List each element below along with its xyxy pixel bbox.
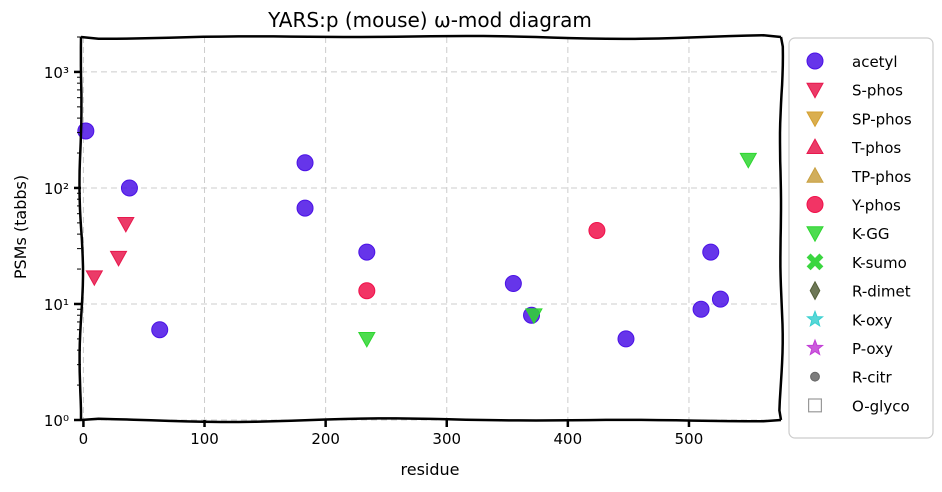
data-point-acetyl [358, 243, 376, 261]
x-tick-label: 100 [190, 430, 219, 448]
data-point-acetyl [151, 321, 169, 339]
grid-lines [81, 37, 781, 421]
chart-title: YARS:p (mouse) ω-mod diagram [267, 8, 592, 32]
legend-label: acetyl [852, 53, 898, 71]
data-point-acetyl [692, 300, 710, 318]
legend-marker-k-oxy [806, 309, 824, 327]
data-point-k-gg [525, 308, 543, 325]
legend-label: P-oxy [852, 340, 893, 358]
data-point-s-phos [116, 216, 135, 233]
legend: acetyl S-phos SP-phos T-phos TP-phos Y-phos K-… [788, 37, 934, 439]
data-point-k-gg [357, 332, 376, 348]
legend-marker-acetyl [806, 52, 824, 70]
legend-marker-s-phos [806, 82, 824, 99]
data-point-y-phos [588, 221, 606, 239]
legend-marker-k-sumo [806, 253, 824, 271]
data-point-acetyl [711, 290, 729, 308]
x-tick-label: 0 [79, 430, 89, 448]
legend-marker-sp-phos [806, 111, 824, 128]
legend-label: TP-phos [851, 168, 911, 186]
y-tick-label: 10⁰ [44, 412, 69, 430]
frame-top [80, 34, 782, 41]
legend-label: SP-phos [852, 110, 912, 128]
data-point-s-phos [85, 270, 104, 287]
x-tick-label: 200 [311, 430, 340, 448]
data-point-acetyl [702, 243, 720, 261]
legend-marker-k-gg [806, 226, 824, 243]
legend-label: Y-phos [851, 197, 901, 215]
y-tick-label: 10¹ [44, 296, 69, 314]
data-point-k-gg [739, 152, 758, 169]
legend-label: R-dimet [852, 283, 911, 301]
legend-marker-t-phos [806, 138, 824, 154]
legend-marker-r-citr [810, 371, 820, 382]
y-axis-label: PSMs (tabbs) [11, 175, 30, 279]
legend-marker-tp-phos [806, 166, 824, 183]
y-tick-label: 10³ [44, 64, 69, 82]
x-tick-label: 500 [675, 430, 704, 448]
x-axis-label: residue [401, 460, 460, 479]
frame-bottom [80, 417, 782, 424]
legend-label: S-phos [852, 82, 903, 100]
legend-marker-r-dimet [809, 280, 821, 301]
data-point-acetyl [296, 154, 314, 172]
legend-marker-k-sumo-stroke [806, 253, 824, 271]
legend-marker-o-glyco [807, 398, 822, 413]
data-point-acetyl [617, 330, 635, 348]
data-point-s-phos [109, 250, 128, 267]
legend-label: K-GG [852, 225, 889, 243]
data-points [77, 122, 758, 348]
frame-left [78, 36, 85, 420]
data-point-acetyl [296, 199, 314, 217]
legend-box [788, 37, 934, 439]
x-tick-label: 400 [554, 430, 583, 448]
legend-label: K-sumo [852, 254, 907, 272]
legend-label: O-glyco [852, 397, 910, 415]
data-point-acetyl [120, 179, 138, 197]
legend-label: T-phos [851, 139, 901, 157]
legend-marker-p-oxy [806, 338, 824, 356]
data-point-acetyl [504, 275, 522, 293]
data-point-y-phos [358, 282, 376, 300]
plot-frame [78, 34, 785, 424]
axis-ticks: 0 100 200 300 400 500 10⁰ 10¹ 10² 10³ [44, 36, 704, 448]
legend-label: R-citr [852, 369, 893, 387]
legend-marker-y-phos [806, 196, 824, 213]
legend-label: K-oxy [852, 311, 893, 329]
y-tick-label: 10² [44, 180, 69, 198]
frame-right [778, 36, 785, 421]
x-tick-label: 300 [432, 430, 461, 448]
